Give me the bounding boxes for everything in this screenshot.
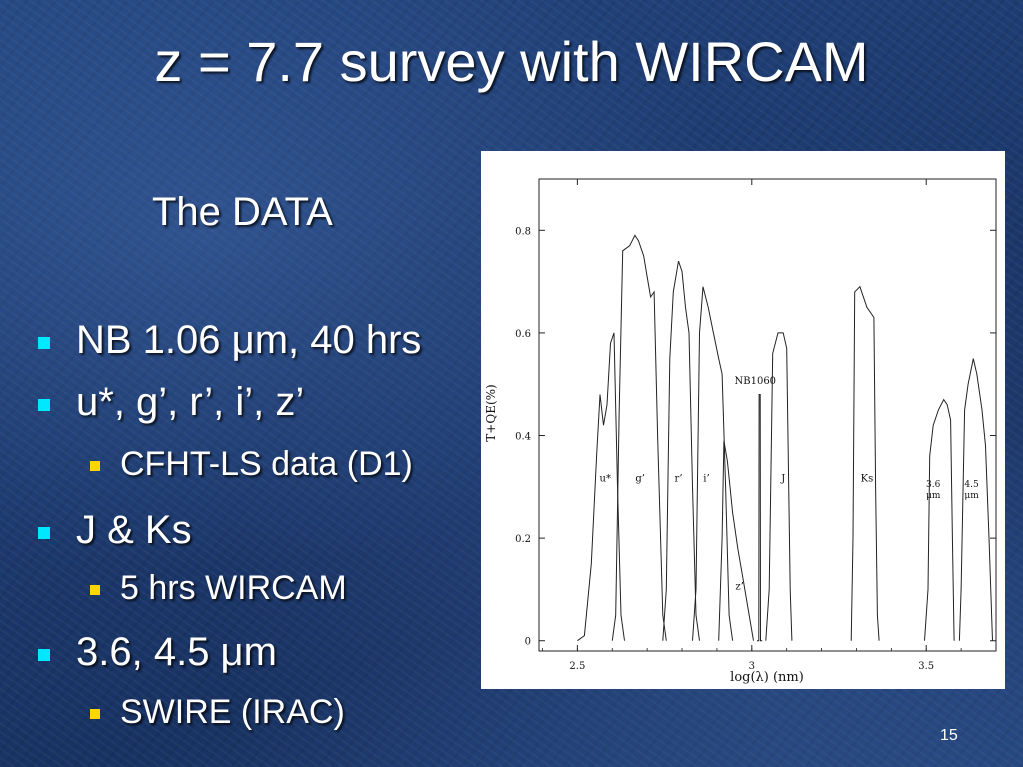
filter-label: r’ xyxy=(675,474,683,485)
x-axis-label: log(λ) (nm) xyxy=(730,670,804,685)
filter-transmission-chart: 0 0.2 0.4 0.6 0.8 2.5 3 3.5 u* g’ r’ i’ z’ NB1060 J K… xyxy=(484,178,997,685)
y-tick-label: 0 xyxy=(525,637,531,648)
filter-labels: u* g’ r’ i’ z’ NB1060 J Ks 3.6 μm 4.5 μm xyxy=(600,376,980,592)
square-bullet-icon xyxy=(90,461,100,471)
filter-transmission-figure: 0 0.2 0.4 0.6 0.8 2.5 3 3.5 u* g’ r’ i’ z’ NB1060 J K… xyxy=(481,151,1005,689)
filter-curves xyxy=(577,234,993,642)
x-tick-label: 3 xyxy=(749,661,755,672)
bullet-text: CFHT-LS data (D1) xyxy=(120,445,413,483)
y-axis: 0 0.2 0.4 0.6 0.8 xyxy=(515,226,996,648)
y-axis-label: T+QE(%) xyxy=(484,384,498,441)
y-tick-label: 0.2 xyxy=(515,534,531,545)
y-tick-label: 0.6 xyxy=(515,329,531,340)
bullet-text: 3.6, 4.5 μm xyxy=(76,630,277,674)
filter-curve xyxy=(765,332,793,641)
bullet-text: J & Ks xyxy=(76,508,192,552)
filter-label: NB1060 xyxy=(735,376,777,387)
filter-label: Ks xyxy=(861,474,874,485)
bullet-text: u*, g’, r’, i’, z’ xyxy=(76,380,305,424)
square-bullet-icon xyxy=(90,709,100,719)
filter-curve xyxy=(718,440,754,641)
square-bullet-icon xyxy=(90,585,100,595)
filter-label: i’ xyxy=(703,474,709,485)
square-bullet-icon xyxy=(38,649,50,661)
x-tick-label: 2.5 xyxy=(569,661,585,672)
x-axis: 2.5 3 3.5 xyxy=(542,179,997,672)
filter-label: z’ xyxy=(735,581,743,592)
filter-curve xyxy=(958,358,993,641)
filter-curve xyxy=(577,332,625,642)
square-bullet-icon xyxy=(38,399,50,411)
slide-subtitle: The DATA xyxy=(152,190,333,234)
filter-label: u* xyxy=(600,474,611,485)
filter-curve xyxy=(850,285,880,641)
x-tick-label: 3.5 xyxy=(918,661,934,672)
y-tick-label: 0.4 xyxy=(515,432,531,443)
y-tick-label: 0.8 xyxy=(515,226,531,237)
plot-frame xyxy=(538,178,997,652)
filter-curve xyxy=(757,394,763,642)
filter-curve xyxy=(611,234,667,641)
filter-curve xyxy=(924,398,955,641)
filter-curve xyxy=(662,260,700,641)
filter-curve xyxy=(692,286,734,641)
bullet-text: NB 1.06 μm, 40 hrs xyxy=(76,318,422,362)
bullet-text: SWIRE (IRAC) xyxy=(120,693,345,731)
filter-label: g’ xyxy=(635,474,645,485)
filter-label: 3.6 μm xyxy=(926,480,941,501)
filter-label: J xyxy=(780,474,785,485)
square-bullet-icon xyxy=(38,527,50,539)
page-number: 15 xyxy=(940,727,958,744)
bullet-text: 5 hrs WIRCAM xyxy=(120,569,347,607)
square-bullet-icon xyxy=(38,337,50,349)
slide-title: z = 7.7 survey with WIRCAM xyxy=(154,30,869,93)
filter-label: 4.5 μm xyxy=(964,480,979,501)
